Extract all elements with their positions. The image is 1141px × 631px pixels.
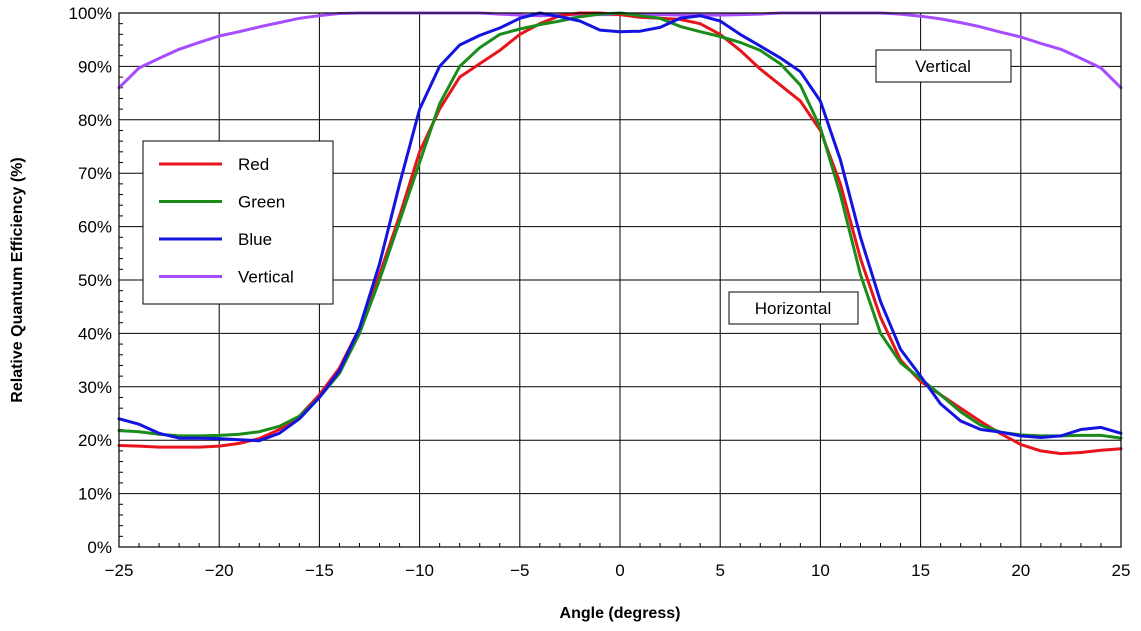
x-tick-label: −20 (205, 561, 234, 580)
x-tick-label: −25 (105, 561, 134, 580)
y-tick-label: 60% (78, 218, 112, 237)
x-axis-title: Angle (degress) (560, 605, 681, 622)
legend-label-red: Red (238, 155, 269, 174)
x-tick-label: 10 (811, 561, 830, 580)
y-tick-label: 40% (78, 324, 112, 343)
annotation-horizontal-label: Horizontal (755, 299, 832, 318)
x-tick-label: −5 (510, 561, 529, 580)
x-tick-label: 0 (615, 561, 624, 580)
y-axis-title: Relative Quantum Efficiency (%) (9, 157, 26, 402)
series-line-blue (117, 11, 1123, 443)
y-tick-label: 80% (78, 111, 112, 130)
annotation-vertical: Vertical (875, 49, 1012, 83)
x-tick-label: −15 (305, 561, 334, 580)
annotation-horizontal-box (728, 291, 859, 325)
legend-label-vertical: Vertical (238, 268, 294, 287)
plot-frame (118, 12, 1122, 548)
y-tick-label: 90% (78, 57, 112, 76)
legend: Red Green Blue Vertical (142, 140, 334, 305)
y-tick-labels: 0% 10% 20% 30% 40% 50% 60% 70% 80% 90% 100% (69, 4, 112, 557)
annotation-horizontal: Horizontal (728, 291, 859, 325)
series-line-red (117, 11, 1123, 456)
x-tick-label: 20 (1011, 561, 1030, 580)
y-tick-label: 70% (78, 164, 112, 183)
x-tick-label: 25 (1112, 561, 1131, 580)
x-tick-label: 15 (911, 561, 930, 580)
x-tick-labels: −25 −20 −15 −10 −5 0 5 10 15 20 25 (105, 561, 1131, 580)
y-tick-label: 50% (78, 271, 112, 290)
legend-label-blue: Blue (238, 230, 272, 249)
annotation-vertical-box (875, 49, 1012, 83)
y-tick-label: 30% (78, 378, 112, 397)
y-tick-label: 20% (78, 431, 112, 450)
y-tick-label: 10% (78, 485, 112, 504)
x-tick-label: −10 (405, 561, 434, 580)
y-tick-label: 100% (69, 4, 112, 23)
x-tick-label: 5 (715, 561, 724, 580)
annotation-vertical-label: Vertical (915, 57, 971, 76)
legend-label-green: Green (238, 193, 285, 212)
y-tick-label: 0% (87, 538, 112, 557)
